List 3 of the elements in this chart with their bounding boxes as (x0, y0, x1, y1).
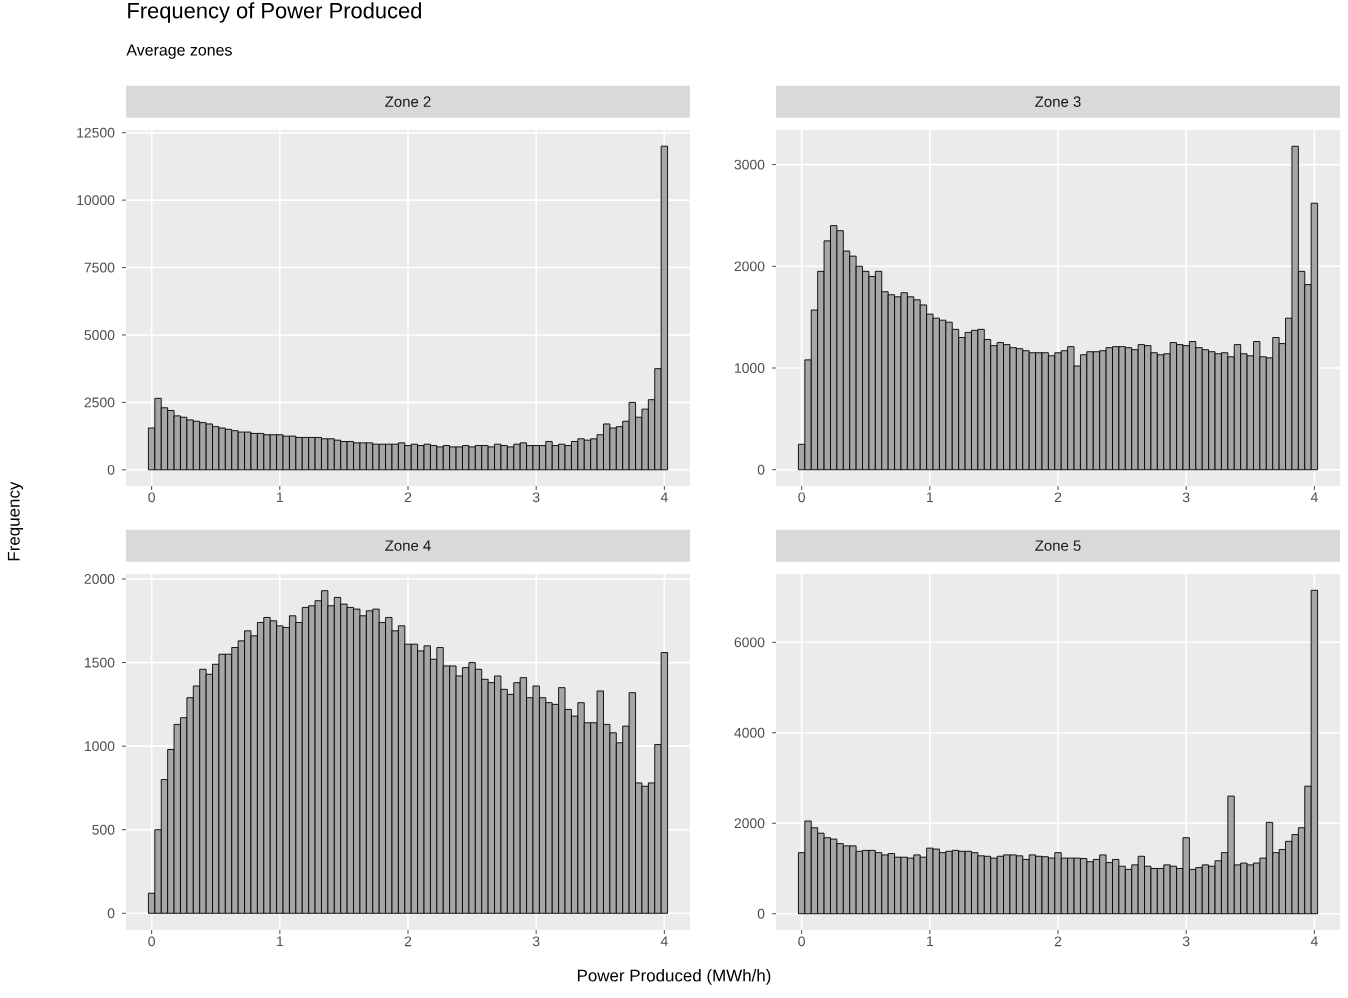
text: Frequency of Power Produced (128, 2, 421, 23)
x-axis-title: Power Produced (MWh/h) (577, 969, 771, 985)
y-axis-title: Frequency (7, 481, 24, 561)
